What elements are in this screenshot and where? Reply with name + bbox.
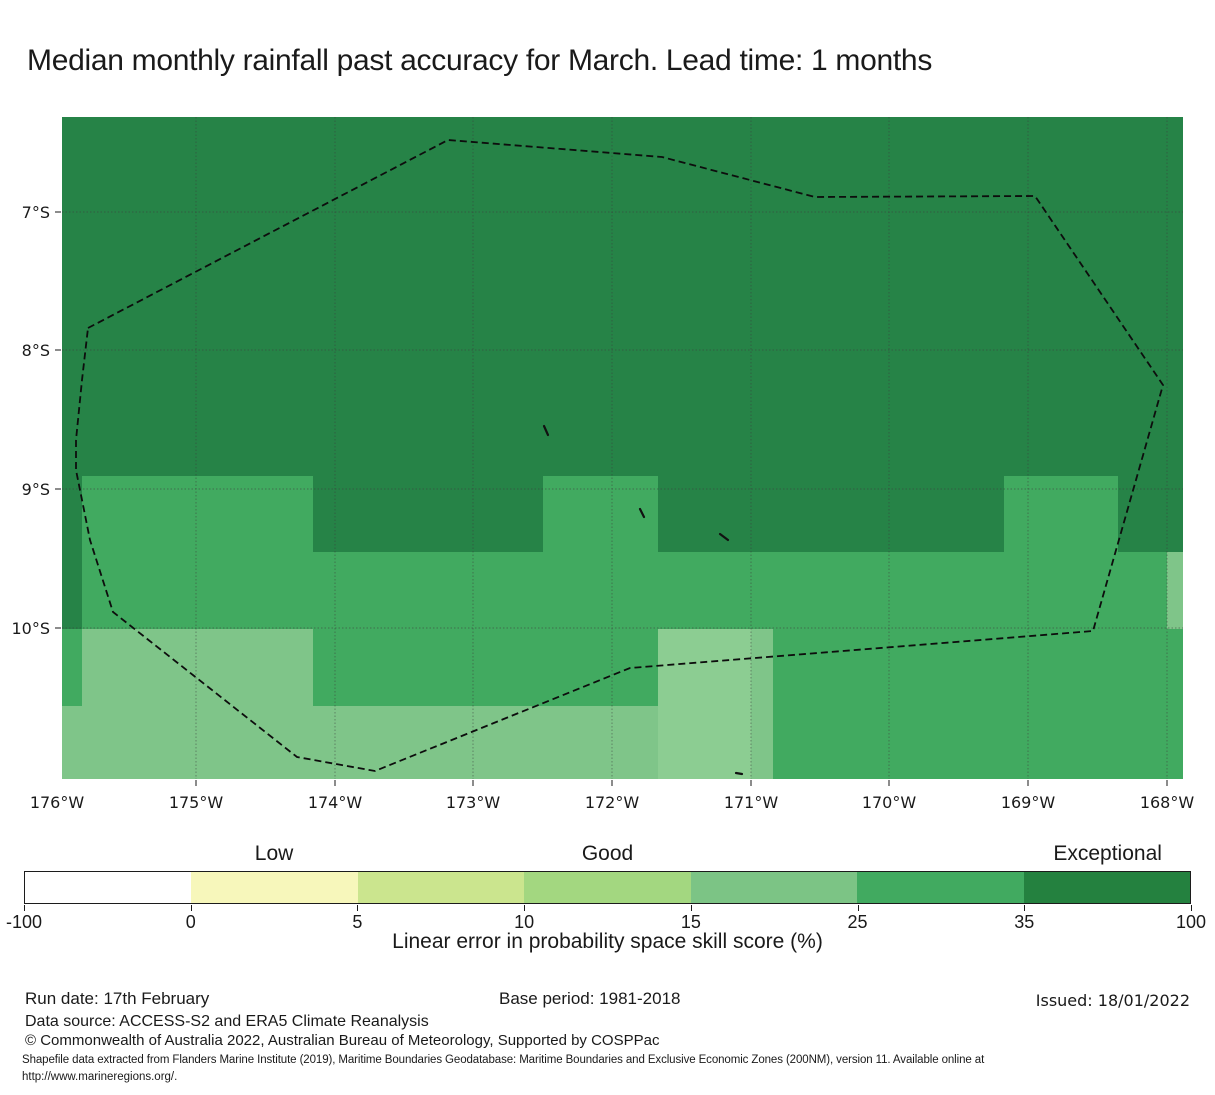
grid-cell-bin-15-25 [658,629,751,779]
colorbar-tick-label: 25 [847,912,868,932]
grid-cell-bin-15-25 [82,706,658,779]
grid-cell-bin-25-35 [773,629,1183,779]
island-mark [542,424,550,437]
grid-cell-bin-25-35 [1004,476,1118,552]
base-period-text: Base period: 1981-2018 [499,989,681,1008]
colorbar-tick-label: -100 [5,912,43,932]
x-axis-label: 169°W [1001,793,1056,812]
x-axis-label: 176°W [30,793,85,812]
x-axis-label: 173°W [446,793,501,812]
grid-cell-bin-25-35 [313,629,658,706]
colorbar-tick-label: 35 [1014,912,1035,932]
colorbar-category-low: Low [254,842,294,865]
x-axis-label: 171°W [724,793,779,812]
colorbar: Low Good Exceptional -100 0 5 10 15 25 35 100 [6,842,1206,932]
chart-title: Median monthly rainfall past accuracy fo… [27,44,933,77]
colorbar-axis-label: Linear error in probability space skill … [392,930,823,953]
shapefile-note-line1: Shapefile data extracted from Flanders M… [22,1054,985,1066]
colorbar-tick-label: 5 [352,912,363,932]
map-area [62,117,1183,779]
colorbar-segment-5-to-10 [357,872,525,903]
colorbar-tick-mark [1024,905,1026,911]
map-plot: 7°S 8°S 9°S 10°S 176°W 175°W 174°W 173°W 172°W 17… [11,117,1195,812]
grid-cell-bin-25-35 [62,629,82,706]
copyright-text: © Commonwealth of Australia 2022, Austra… [25,1032,660,1049]
colorbar-segment-35-to-100 [1023,872,1190,903]
colorbar-segment-15-to-25 [690,872,858,903]
x-axis-label: 175°W [169,793,224,812]
grid-cell-bin-15-25 [82,629,313,706]
colorbar-tick-label: 0 [185,912,196,932]
colorbar-category-exceptional: Exceptional [1053,842,1162,865]
colorbar-tick-label: 10 [514,912,535,932]
colorbar-tick-mark [690,905,692,911]
island-mark [734,771,744,776]
eez-boundary-line [75,139,1164,772]
y-axis-label: 8°S [22,341,50,360]
grid-cell-bin-25-35 [82,552,1167,629]
colorbar-segment--100-to-0 [25,872,192,903]
colorbar-tick-mark [524,905,526,911]
colorbar-tick-label: 100 [1175,912,1207,932]
grid-cell-bin-15-25 [1167,552,1183,629]
y-axis-label: 9°S [22,480,50,499]
x-axis-label: 174°W [308,793,363,812]
x-axis-label: 168°W [1140,793,1195,812]
island-mark [638,507,646,519]
data-source-text: Data source: ACCESS-S2 and ERA5 Climate … [25,1013,429,1030]
colorbar-tick-mark [1191,905,1192,911]
grid-cell-bin-15-25 [751,629,773,779]
colorbar-tick-label: 15 [680,912,701,932]
grid-cell-bin-25-35 [543,476,658,552]
x-axis-label: 170°W [862,793,917,812]
colorbar-tick-mark [857,905,859,911]
run-date-text: Run date: 17th February [25,989,210,1008]
colorbar-tick-mark [190,905,192,911]
colorbar-segment-0-to-5 [191,872,358,903]
colorbar-tick-mark [357,905,359,911]
grid-cell-bin-25-35 [82,476,313,552]
colorbar-scale [24,871,1191,904]
x-axis-label: 172°W [585,793,640,812]
colorbar-segment-25-to-35 [857,872,1024,903]
y-axis-label: 10°S [11,619,50,638]
grid-cell-bin-15-25 [62,706,82,779]
colorbar-category-good: Good [581,842,634,865]
shapefile-note-line2: http://www.marineregions.org/. [22,1071,178,1083]
colorbar-segment-10-to-15 [524,872,691,903]
y-axis-label: 7°S [22,203,50,222]
island-mark [718,532,730,542]
colorbar-tick-mark [24,905,25,911]
issued-date-text: Issued: 18/01/2022 [1035,991,1190,1010]
